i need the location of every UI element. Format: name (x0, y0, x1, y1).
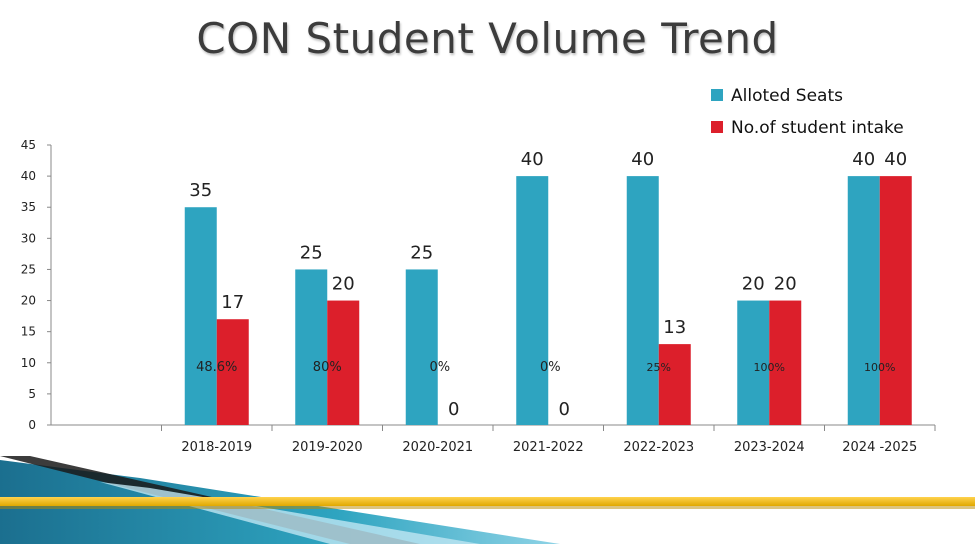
bar-student-intake (769, 300, 802, 425)
y-tick-label: 35 (21, 200, 36, 214)
data-label-seats: 20 (742, 274, 765, 295)
bar-alloted-seats (847, 176, 880, 425)
data-label-intake: 20 (774, 274, 797, 295)
bars (184, 176, 912, 425)
data-label-intake: 0 (559, 399, 570, 420)
bar-student-intake (658, 344, 691, 425)
percent-label: 25% (647, 361, 671, 374)
legend-label: Alloted Seats (731, 86, 843, 106)
legend-swatch (711, 89, 723, 101)
legend-label: No.of student intake (731, 118, 904, 138)
data-labels: 35 17 48.6% 25 20 80% 25 0 0% 40 0 0% 40 13 25% 20 20 100… (189, 149, 907, 420)
y-tick-label: 5 (28, 387, 36, 401)
data-label-seats: 25 (410, 242, 433, 263)
bar-student-intake (216, 319, 249, 425)
legend: Alloted Seats No.of student intake (711, 86, 904, 138)
data-label-seats: 40 (521, 149, 544, 170)
chart-title: CON Student Volume Trend (196, 14, 779, 63)
y-tick-label: 10 (21, 356, 36, 370)
y-tick-label: 0 (28, 418, 36, 432)
data-label-intake: 20 (332, 274, 355, 295)
data-label-seats: 25 (300, 242, 323, 263)
x-tick-label: 2022-2023 (623, 440, 694, 455)
bar-student-intake (327, 300, 360, 425)
bar-alloted-seats (626, 176, 659, 425)
y-tick-label: 15 (21, 325, 36, 339)
y-tick-label: 20 (21, 294, 36, 308)
percent-label: 100% (754, 361, 785, 374)
y-tick-label: 40 (21, 169, 36, 183)
percent-label: 0% (540, 360, 561, 375)
bar-alloted-seats (516, 176, 549, 425)
x-tick-label: 2024 -2025 (842, 440, 917, 455)
data-label-seats: 40 (852, 149, 875, 170)
bar-alloted-seats (737, 300, 770, 425)
percent-label: 0% (429, 360, 450, 375)
x-tick-label: 2021-2022 (513, 440, 584, 455)
x-tick-label: 2019-2020 (292, 440, 363, 455)
y-tick-label: 25 (21, 262, 36, 276)
y-tick-label: 45 (21, 138, 36, 152)
bar-alloted-seats (184, 207, 217, 425)
gold-stripe-shadow (0, 506, 975, 509)
percent-label: 100% (864, 361, 895, 374)
x-tick-label: 2023-2024 (734, 440, 805, 455)
data-label-seats: 35 (189, 180, 212, 201)
data-label-seats: 40 (631, 149, 654, 170)
x-tick-label: 2020-2021 (402, 440, 473, 455)
data-label-intake: 0 (448, 399, 459, 420)
bar-alloted-seats (405, 269, 438, 425)
bar-alloted-seats (295, 269, 328, 425)
gold-stripe (0, 497, 975, 506)
data-label-intake: 13 (663, 317, 686, 338)
bar-student-intake (879, 176, 912, 425)
legend-swatch (711, 121, 723, 133)
percent-label: 80% (313, 360, 342, 375)
percent-label: 48.6% (196, 360, 237, 375)
y-tick-label: 30 (21, 231, 36, 245)
data-label-intake: 40 (884, 149, 907, 170)
data-label-intake: 17 (221, 292, 244, 313)
x-tick-label: 2018-2019 (181, 440, 252, 455)
